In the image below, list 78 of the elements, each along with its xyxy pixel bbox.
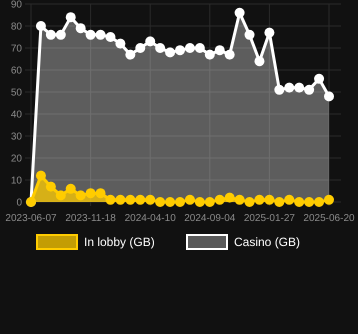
point: [36, 21, 46, 31]
point: [204, 197, 215, 207]
y-tick-label: 70: [10, 44, 22, 54]
point: [145, 36, 156, 46]
x-tick-label: 2024-04-10: [124, 213, 176, 224]
point: [165, 47, 176, 58]
x-tick-label: 2025-01-27: [244, 213, 296, 224]
point: [284, 194, 294, 205]
point: [244, 30, 255, 40]
y-tick-label: 10: [10, 176, 22, 186]
point: [194, 197, 205, 207]
point: [86, 188, 96, 198]
point: [314, 74, 324, 84]
x-tick-label: 2023-06-07: [5, 213, 58, 224]
point: [145, 194, 156, 205]
point: [284, 82, 294, 93]
x-tick-label: 2025-06-20: [303, 213, 356, 224]
point: [125, 194, 136, 205]
point: [76, 190, 86, 200]
point: [76, 23, 86, 34]
point: [46, 30, 56, 40]
y-tick-label: 90: [10, 0, 22, 10]
point: [105, 32, 116, 42]
point: [56, 190, 66, 200]
y-tick-label: 50: [10, 88, 22, 98]
point: [274, 84, 284, 95]
y-tick-label: 60: [10, 66, 22, 76]
point: [324, 194, 334, 205]
point: [234, 8, 245, 18]
point: [304, 84, 314, 95]
point: [214, 194, 225, 205]
point: [294, 82, 304, 93]
point: [66, 184, 76, 194]
point: [214, 45, 225, 56]
point: [304, 197, 314, 207]
y-tick-label: 0: [16, 198, 22, 208]
point: [135, 194, 146, 205]
x-tick-label: 2023-11-18: [65, 213, 116, 224]
legend-label: Casino (GB): [234, 235, 300, 250]
point: [96, 30, 106, 40]
point: [274, 197, 284, 207]
point: [175, 45, 185, 56]
legend-label: In lobby (GB): [84, 235, 155, 250]
point: [294, 197, 304, 207]
point: [254, 56, 264, 66]
point: [46, 182, 56, 192]
point: [194, 43, 205, 53]
y-tick-label: 20: [10, 154, 22, 164]
point: [264, 194, 274, 205]
point: [66, 12, 76, 22]
point: [86, 30, 96, 40]
point: [115, 38, 126, 49]
point: [56, 30, 66, 40]
point: [244, 197, 255, 207]
point: [165, 197, 176, 207]
point: [155, 197, 166, 207]
point: [204, 50, 215, 60]
point: [234, 194, 245, 205]
point: [96, 188, 106, 198]
point: [105, 194, 116, 205]
point: [135, 43, 146, 53]
point: [155, 43, 166, 53]
point: [224, 192, 235, 203]
point: [36, 170, 46, 181]
point: [175, 197, 185, 207]
point: [184, 43, 195, 53]
point: [184, 194, 195, 205]
point: [125, 50, 136, 60]
point: [324, 91, 334, 102]
x-tick-label: 2024-09-04: [184, 213, 236, 224]
point: [224, 50, 235, 60]
point: [314, 197, 324, 207]
point: [254, 194, 264, 205]
point: [115, 194, 126, 205]
y-tick-label: 40: [10, 110, 22, 120]
point: [264, 28, 274, 38]
y-tick-label: 80: [10, 22, 22, 32]
y-tick-label: 30: [10, 132, 22, 142]
